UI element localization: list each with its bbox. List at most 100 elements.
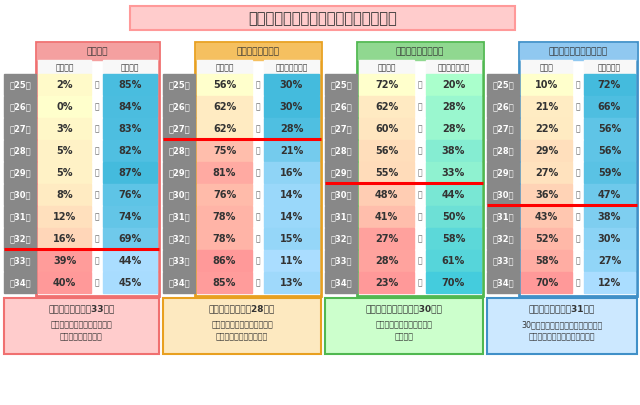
Text: 85%: 85% — [213, 278, 236, 288]
Bar — [103, 272, 157, 293]
Bar — [4, 118, 36, 139]
Text: 現27歳: 現27歳 — [9, 124, 31, 134]
Text: 70%: 70% — [535, 278, 558, 288]
Text: 52%: 52% — [535, 234, 558, 244]
Bar — [37, 43, 158, 60]
Bar — [426, 118, 481, 139]
Bar — [325, 298, 483, 354]
Text: 対: 対 — [418, 168, 422, 177]
Bar — [426, 272, 481, 293]
Bar — [521, 250, 572, 271]
Text: 現30歳: 現30歳 — [168, 190, 189, 200]
Bar — [521, 162, 572, 183]
Text: 対: 対 — [576, 279, 580, 288]
Text: 10%: 10% — [535, 80, 558, 90]
Text: 現29歳: 現29歳 — [330, 168, 352, 177]
Bar — [521, 140, 572, 161]
Text: 14%: 14% — [280, 190, 303, 200]
Bar — [163, 206, 195, 227]
Text: 27%: 27% — [375, 234, 398, 244]
Text: この辺りがブームの境目と
言えそう: この辺りがブームの境目と 言えそう — [376, 320, 433, 342]
Bar — [103, 118, 157, 139]
Bar — [197, 96, 252, 117]
Text: 対: 対 — [95, 102, 99, 111]
Bar — [4, 298, 159, 354]
Text: 対: 対 — [418, 234, 422, 243]
Bar — [521, 60, 572, 74]
Text: 30代以上はついアンテナを引っ張っ
てしまったことがあるのでは？: 30代以上はついアンテナを引っ張っ てしまったことがあるのでは？ — [522, 320, 603, 342]
Bar — [359, 184, 414, 205]
Bar — [264, 184, 319, 205]
Text: 3%: 3% — [56, 124, 73, 134]
Text: 対: 対 — [418, 124, 422, 134]
Text: 靴下は？: 靴下は？ — [87, 47, 108, 57]
Text: 対: 対 — [256, 124, 260, 134]
Text: 現34歳: 現34歳 — [492, 279, 514, 288]
Text: 75%: 75% — [213, 146, 236, 156]
Bar — [197, 184, 252, 205]
Text: ケータイのアンテナは？: ケータイのアンテナは？ — [548, 47, 607, 57]
Text: 現32歳: 現32歳 — [168, 234, 190, 243]
Bar — [487, 140, 519, 161]
Bar — [163, 228, 195, 249]
Text: 現31歳: 現31歳 — [9, 213, 31, 222]
Bar — [4, 184, 36, 205]
Text: 現31歳: 現31歳 — [168, 213, 190, 222]
Text: 28%: 28% — [442, 102, 465, 112]
Bar — [38, 96, 91, 117]
Bar — [359, 118, 414, 139]
Text: 12%: 12% — [53, 212, 76, 222]
Text: 現32歳: 現32歳 — [9, 234, 31, 243]
Text: 現34歳: 現34歳 — [168, 279, 190, 288]
Bar — [38, 250, 91, 271]
Text: 対: 対 — [95, 279, 99, 288]
Text: 現31歳: 現31歳 — [492, 213, 514, 222]
Bar — [103, 250, 157, 271]
Bar — [325, 228, 357, 249]
Text: 72%: 72% — [598, 80, 621, 90]
Bar — [264, 250, 319, 271]
Text: 56%: 56% — [598, 124, 621, 134]
Text: 現27歳: 現27歳 — [330, 124, 352, 134]
Bar — [163, 74, 195, 95]
Bar — [426, 162, 481, 183]
Text: 30%: 30% — [280, 102, 303, 112]
Bar — [521, 118, 572, 139]
Bar — [521, 206, 572, 227]
Bar — [487, 184, 519, 205]
Bar — [325, 96, 357, 117]
Text: 81%: 81% — [213, 168, 236, 178]
Bar — [195, 42, 321, 296]
Text: 22%: 22% — [535, 124, 558, 134]
Text: 対: 対 — [256, 81, 260, 90]
Text: 現25歳: 現25歳 — [492, 81, 514, 90]
Text: 27%: 27% — [535, 168, 558, 178]
Bar — [38, 118, 91, 139]
Text: 現28歳: 現28歳 — [168, 147, 190, 156]
Text: 現28歳: 現28歳 — [492, 147, 514, 156]
Text: 現26歳: 現26歳 — [9, 102, 31, 111]
Text: コギャル文化はこの頃を境に
急速にトーンダウン: コギャル文化はこの頃を境に 急速にトーンダウン — [51, 320, 113, 342]
Bar — [584, 162, 635, 183]
Bar — [359, 74, 414, 95]
Text: 58%: 58% — [535, 256, 558, 266]
Text: 対: 対 — [576, 256, 580, 266]
Text: この年代以降はシールよりも
データ派が増えてきた？: この年代以降はシールよりも データ派が増えてきた？ — [211, 320, 273, 342]
Text: 対: 対 — [418, 147, 422, 156]
Bar — [487, 228, 519, 249]
Bar — [197, 60, 252, 74]
Text: 59%: 59% — [598, 168, 621, 178]
Text: 対: 対 — [418, 279, 422, 288]
Text: 41%: 41% — [375, 212, 398, 222]
Text: 62%: 62% — [213, 124, 236, 134]
Text: 55%: 55% — [375, 168, 398, 178]
Text: 30%: 30% — [280, 80, 303, 90]
Bar — [38, 184, 91, 205]
Bar — [357, 42, 483, 296]
Bar — [487, 74, 519, 95]
Bar — [521, 74, 572, 95]
Bar — [36, 42, 159, 296]
Bar — [584, 96, 635, 117]
Text: 現27歳: 現27歳 — [168, 124, 190, 134]
Text: 対: 対 — [256, 213, 260, 222]
